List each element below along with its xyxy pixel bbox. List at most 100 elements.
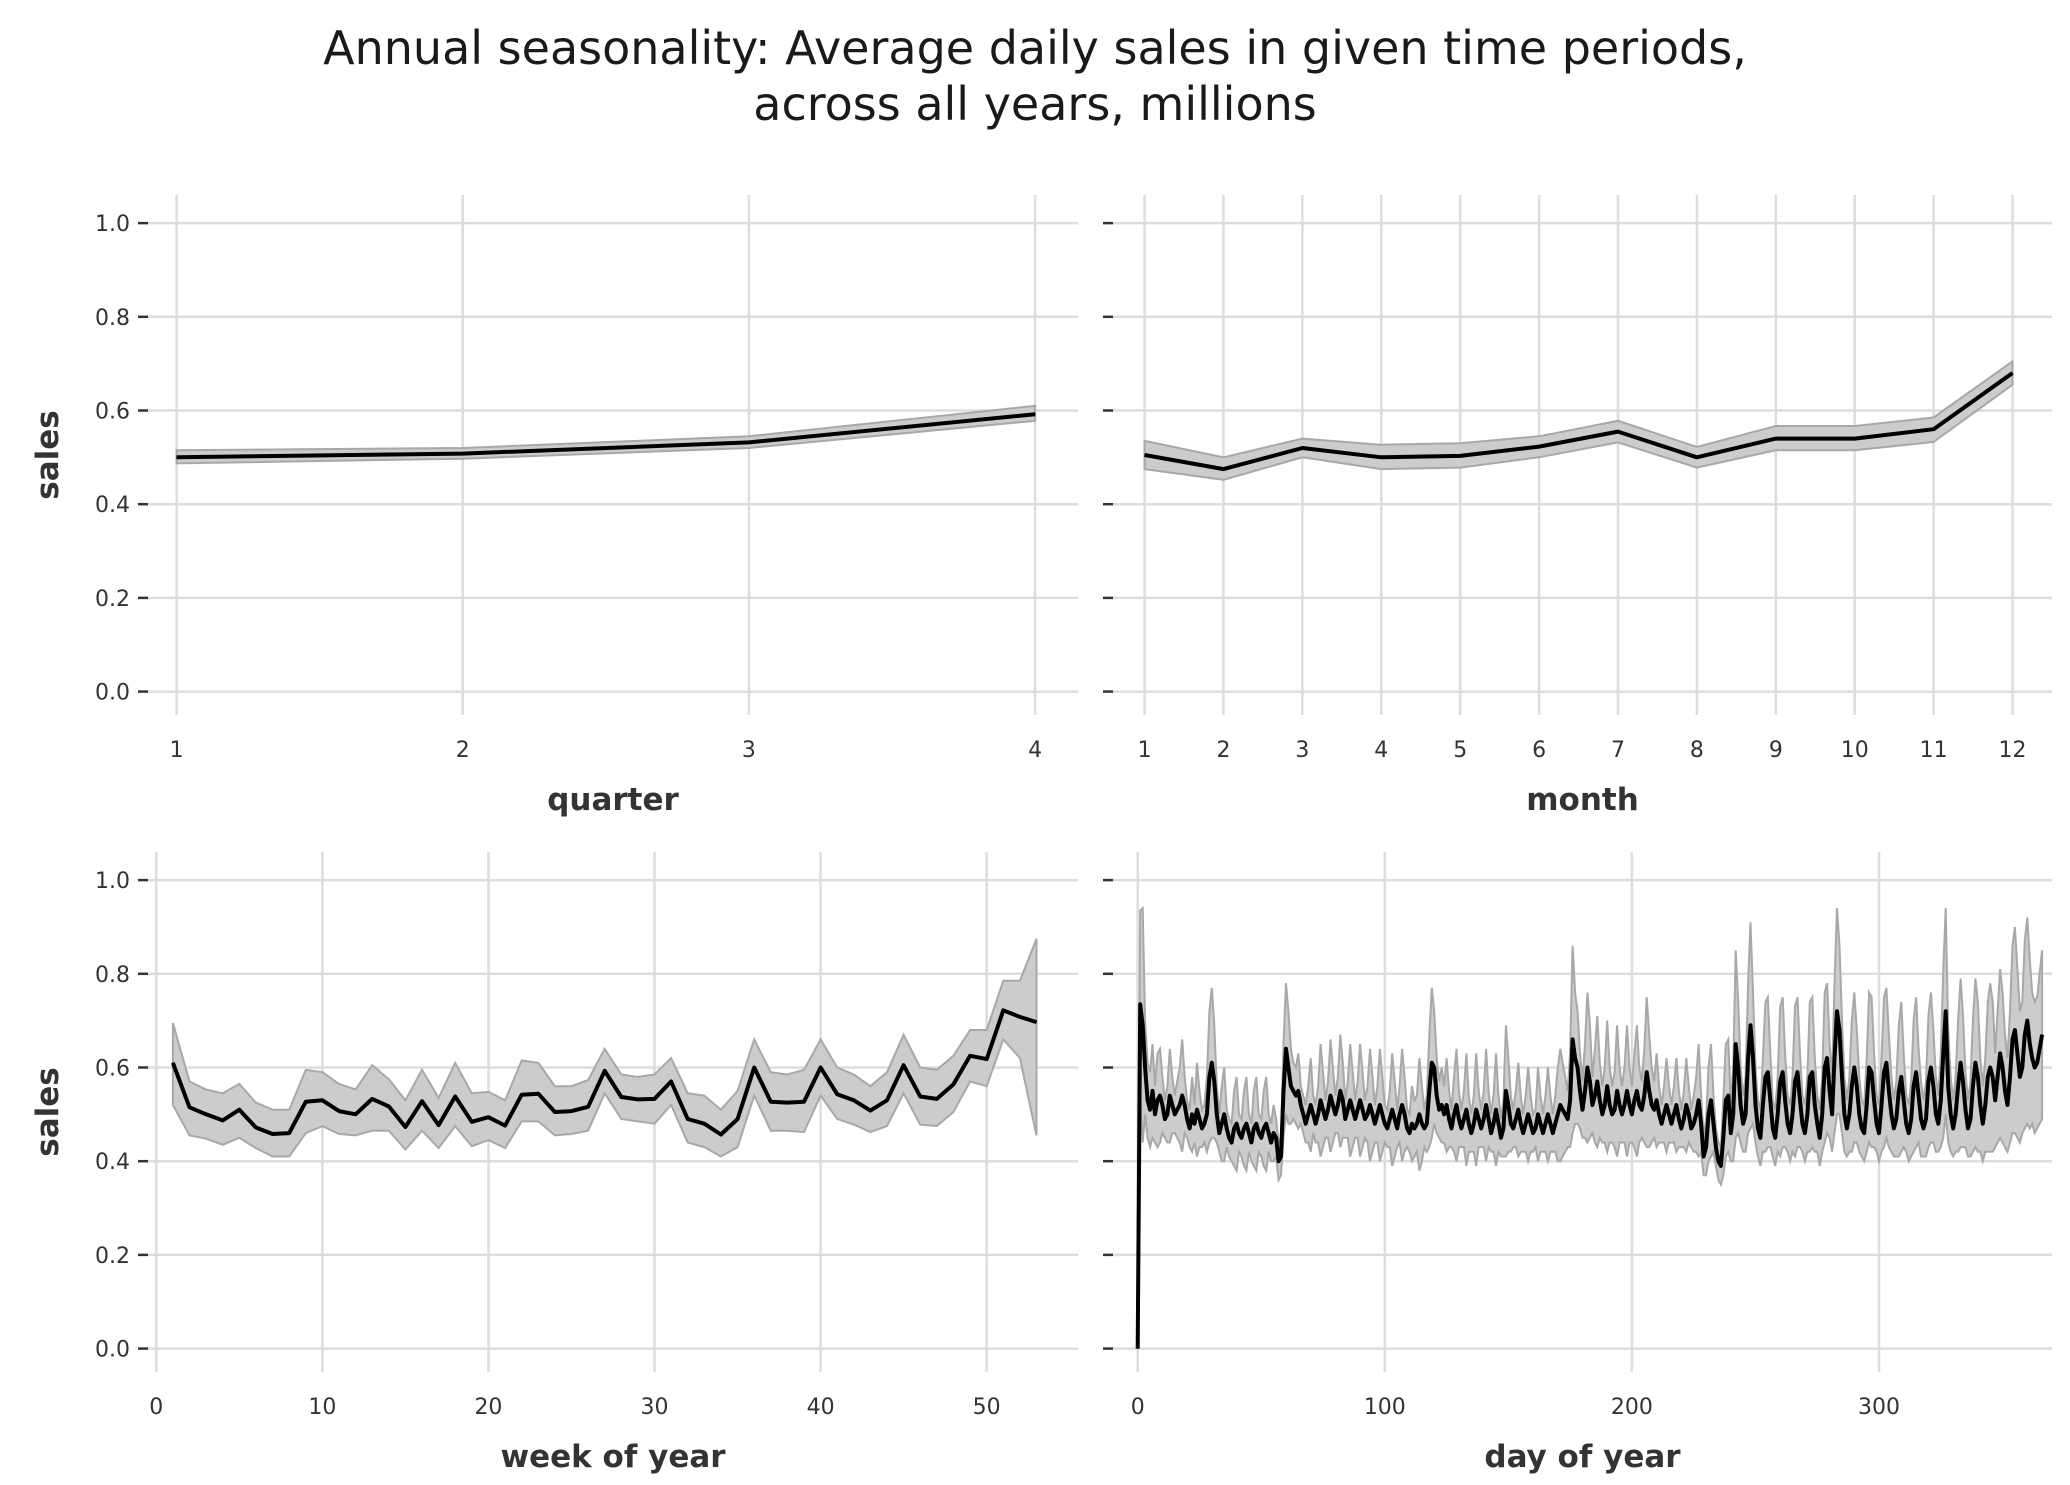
data-point	[1510, 1123, 1512, 1125]
data-point	[687, 1118, 689, 1120]
data-point	[1831, 1113, 1833, 1115]
data-point	[1453, 1113, 1455, 1115]
data-point	[1463, 1118, 1465, 1120]
x-tick-label: 1	[170, 738, 184, 763]
x-axis-label: month	[1526, 782, 1639, 818]
data-point	[1977, 1076, 1979, 1078]
data-point	[1987, 1076, 1989, 1078]
data-point	[1619, 1104, 1621, 1106]
data-point	[1962, 1081, 1964, 1082]
data-point	[1317, 1113, 1319, 1115]
data-point	[1297, 1090, 1299, 1092]
data-point	[1380, 456, 1382, 458]
data-point	[1858, 1113, 1860, 1115]
data-point	[1549, 1123, 1551, 1125]
data-point	[952, 1083, 954, 1085]
data-point	[1769, 1099, 1771, 1101]
data-point	[255, 1127, 257, 1128]
data-point	[1507, 1104, 1509, 1106]
x-tick-label: 8	[1690, 738, 1704, 763]
x-tick-label: 0	[149, 1395, 163, 1420]
data-point	[1890, 1113, 1892, 1115]
data-point	[1248, 1132, 1250, 1134]
data-point	[1547, 1113, 1549, 1115]
data-point	[1307, 1113, 1309, 1115]
sales-line	[176, 412, 1036, 460]
data-point	[1715, 1146, 1717, 1148]
data-point	[1443, 1113, 1445, 1115]
data-point	[770, 1101, 772, 1103]
data-point	[1933, 428, 1935, 430]
data-point	[1228, 1137, 1230, 1139]
data-point	[1930, 1067, 1932, 1068]
data-point	[1673, 1113, 1675, 1115]
data-point	[2034, 1067, 2036, 1068]
data-point	[1258, 1132, 1260, 1134]
data-point	[1194, 1123, 1195, 1125]
data-point	[1698, 1099, 1700, 1101]
data-point	[1717, 1160, 1719, 1162]
data-point	[1231, 1142, 1233, 1143]
data-point	[1579, 1090, 1581, 1092]
data-point	[1836, 1010, 1838, 1012]
y-tick-label: 0.2	[95, 1244, 130, 1269]
data-point	[355, 1113, 357, 1115]
data-point	[1841, 1076, 1843, 1078]
data-point	[1722, 1137, 1724, 1139]
data-point	[853, 1099, 855, 1101]
data-point	[1142, 1024, 1144, 1026]
data-point	[1337, 1104, 1339, 1106]
x-tick-label: 4	[1028, 738, 1042, 763]
data-point	[1675, 1104, 1677, 1106]
data-point	[1315, 1123, 1317, 1125]
data-point	[1512, 1127, 1514, 1129]
data-point	[1984, 1104, 1986, 1106]
data-point	[1480, 1127, 1482, 1129]
data-point	[1423, 1127, 1425, 1129]
data-point	[1554, 1123, 1556, 1125]
data-point	[288, 1132, 290, 1134]
data-point	[1752, 1057, 1754, 1059]
data-point	[1997, 1076, 1999, 1078]
data-point	[1265, 1123, 1267, 1125]
data-point	[1616, 1090, 1618, 1092]
data-point	[1680, 1127, 1682, 1129]
data-point	[1139, 1003, 1141, 1005]
data-point	[1710, 1099, 1712, 1101]
data-point	[1285, 1048, 1287, 1050]
data-point	[1638, 1104, 1640, 1106]
data-point	[1245, 1123, 1247, 1125]
data-point	[1295, 1095, 1297, 1097]
data-point	[1456, 1104, 1457, 1106]
data-point	[1236, 1123, 1238, 1125]
x-tick-label: 10	[1841, 738, 1869, 763]
data-point	[1653, 1109, 1655, 1111]
data-point	[1695, 1113, 1697, 1115]
data-point	[1965, 1109, 1966, 1111]
data-point	[1688, 1113, 1690, 1115]
data-point	[1330, 1095, 1331, 1097]
data-point	[1137, 1348, 1139, 1350]
data-point	[1678, 1118, 1680, 1120]
y-tick-label: 0.2	[95, 587, 130, 612]
data-point	[1372, 1113, 1373, 1115]
data-point	[1658, 1113, 1660, 1115]
data-point	[1213, 1081, 1215, 1082]
data-point	[1705, 1146, 1707, 1148]
data-point	[1624, 1104, 1625, 1106]
y-axis-label: sales	[30, 410, 66, 499]
data-point	[1925, 1118, 1927, 1120]
data-point	[1799, 1099, 1801, 1101]
data-point	[1609, 1104, 1611, 1106]
data-point	[1152, 1090, 1153, 1092]
data-point	[1584, 1090, 1586, 1092]
data-point	[670, 1081, 672, 1082]
data-point	[1176, 1109, 1178, 1111]
data-point	[1034, 413, 1036, 415]
data-point	[1848, 1113, 1850, 1115]
y-tick-label: 0.6	[95, 1056, 130, 1081]
data-point	[454, 1096, 456, 1097]
data-point	[1181, 1095, 1183, 1097]
data-point	[1426, 1123, 1428, 1125]
data-point	[1920, 1118, 1922, 1120]
